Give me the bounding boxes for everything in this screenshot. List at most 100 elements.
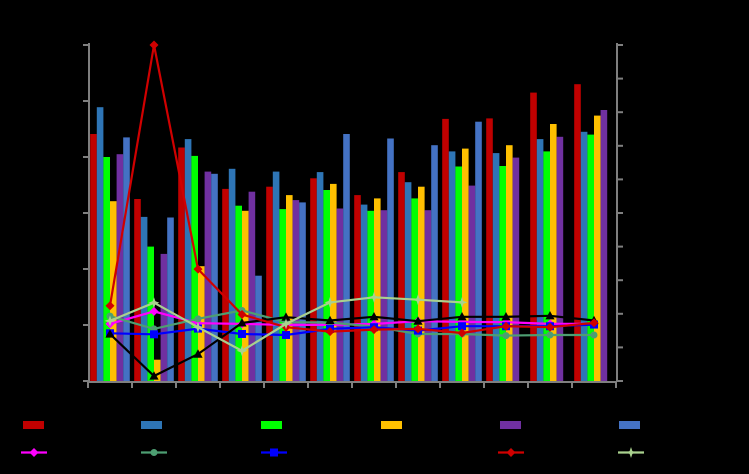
bar-series-6-bar xyxy=(167,217,174,381)
bar-series-3-bar xyxy=(455,166,462,381)
bar-series-6-bar xyxy=(343,134,350,381)
bar-series-4-bar xyxy=(418,186,425,381)
line-series-4-marker xyxy=(105,329,115,338)
bar-series-5-bar xyxy=(336,208,344,381)
bar-series-2-bar xyxy=(448,151,456,381)
bar-series-1-bar xyxy=(90,134,97,381)
legend-marker-3 xyxy=(270,448,278,457)
line-series-5-marker xyxy=(105,301,115,311)
bar-series-1-bar xyxy=(530,92,537,381)
bar-series-6-bar xyxy=(299,202,306,381)
bar-series-5-bar xyxy=(248,191,256,381)
bar-series-2-bar xyxy=(404,182,412,381)
legend xyxy=(21,421,644,458)
line-series-5-marker xyxy=(413,324,423,334)
bar-series-4-bar xyxy=(330,183,337,381)
line-series-2-marker xyxy=(194,315,202,323)
bar-series-6-bar xyxy=(431,145,438,381)
line-series-5-marker xyxy=(589,318,599,328)
line-series-6-marker xyxy=(324,296,336,308)
line-series-4-marker xyxy=(545,311,555,320)
bar-series-5-bar xyxy=(600,110,608,381)
bar-series-1-bar xyxy=(398,172,405,381)
bar-series-6-bar xyxy=(255,275,262,381)
bar-series-3-bar xyxy=(103,157,110,381)
line-series-5-marker xyxy=(545,322,555,332)
bar-series-5-bar xyxy=(424,210,432,381)
line-series-4-marker xyxy=(501,312,511,321)
bar-series-4-bar xyxy=(154,359,161,381)
bar-series-6-bar xyxy=(211,173,218,381)
bar-series-1-bar xyxy=(574,84,581,381)
line-series-3-marker xyxy=(150,330,158,339)
bar-series-1-bar xyxy=(486,118,493,382)
bar-series-3-bar xyxy=(543,151,550,381)
line-series-4-line xyxy=(109,314,595,378)
bar-series-6-bar xyxy=(475,121,482,381)
bar-series-4-bar xyxy=(242,210,249,381)
bar-series-3-bar xyxy=(367,210,374,381)
legend-marker-1 xyxy=(29,448,39,457)
bar-series-4-bar xyxy=(594,115,601,381)
bar-series-2-bar xyxy=(228,168,236,381)
legend-bar-swatch-3 xyxy=(261,421,282,429)
line-series-5-marker xyxy=(237,310,247,319)
line-series-4-marker xyxy=(413,316,423,325)
line-series-6-marker xyxy=(456,296,468,308)
line-series-4-marker xyxy=(369,312,379,321)
line-series-4-marker xyxy=(193,349,203,358)
bar-series-3-bar xyxy=(499,166,506,381)
line-series-4-marker xyxy=(281,312,291,321)
line-series-2-marker xyxy=(546,331,554,339)
legend-marker-4 xyxy=(389,447,399,457)
bar-series-4-bar xyxy=(506,145,513,381)
bar-series-3-bar xyxy=(587,134,594,381)
line-series-3-marker xyxy=(458,322,466,331)
bar-series-3-bar xyxy=(279,209,286,381)
line-series-5-marker xyxy=(501,321,511,331)
line-series-4-marker xyxy=(237,318,247,327)
bar-series-1-bar xyxy=(222,188,229,381)
bar-series-6-bar xyxy=(123,137,130,381)
bar-series-5-bar xyxy=(160,253,168,381)
line-series-1-marker xyxy=(149,306,159,316)
bar-series-2-bar xyxy=(492,153,500,381)
bar-series-1 xyxy=(90,84,581,382)
bar-series-1-bar xyxy=(134,199,141,381)
bar-series-2-bar xyxy=(140,216,148,381)
line-series-6-marker xyxy=(104,315,116,327)
line-series-6-marker xyxy=(368,291,380,303)
bar-series-1-bar xyxy=(354,195,361,381)
bar-series-5-bar xyxy=(116,154,124,381)
line-series-6-marker xyxy=(192,321,204,333)
bar-series-5-bar xyxy=(204,171,212,381)
bar-series-2-bar xyxy=(184,139,192,381)
bar-series-1-bar xyxy=(178,147,185,381)
bar-series-2-bar xyxy=(96,107,104,381)
bar-series-6 xyxy=(123,121,482,381)
legend-marker-5 xyxy=(506,448,516,457)
line-series-3-marker xyxy=(282,330,290,339)
line-series-4-marker xyxy=(149,371,159,380)
line-series-5-marker xyxy=(369,325,379,335)
bar-series-6-bar xyxy=(387,138,394,381)
bar-series-4-bar xyxy=(462,148,469,381)
line-series-5 xyxy=(105,40,599,338)
bar-series-5-bar xyxy=(292,200,300,381)
legend-bar-swatch-1 xyxy=(23,421,44,429)
line-series-4-marker xyxy=(457,312,467,321)
bar-series-3-bar xyxy=(147,246,154,381)
bar-series-2-bar xyxy=(580,131,588,381)
bar-series-4-bar xyxy=(374,198,381,381)
line-series-5-marker xyxy=(193,264,203,274)
line-series-5-marker xyxy=(457,328,467,338)
legend-bar-swatch-6 xyxy=(619,421,640,429)
line-series-5-marker xyxy=(149,40,159,50)
bar-series-3-bar xyxy=(411,198,418,381)
bar-series-1-bar xyxy=(310,178,317,381)
bar-series-5-bar xyxy=(380,210,388,381)
bar-series-2-bar xyxy=(316,172,324,381)
line-series-4 xyxy=(105,311,599,380)
